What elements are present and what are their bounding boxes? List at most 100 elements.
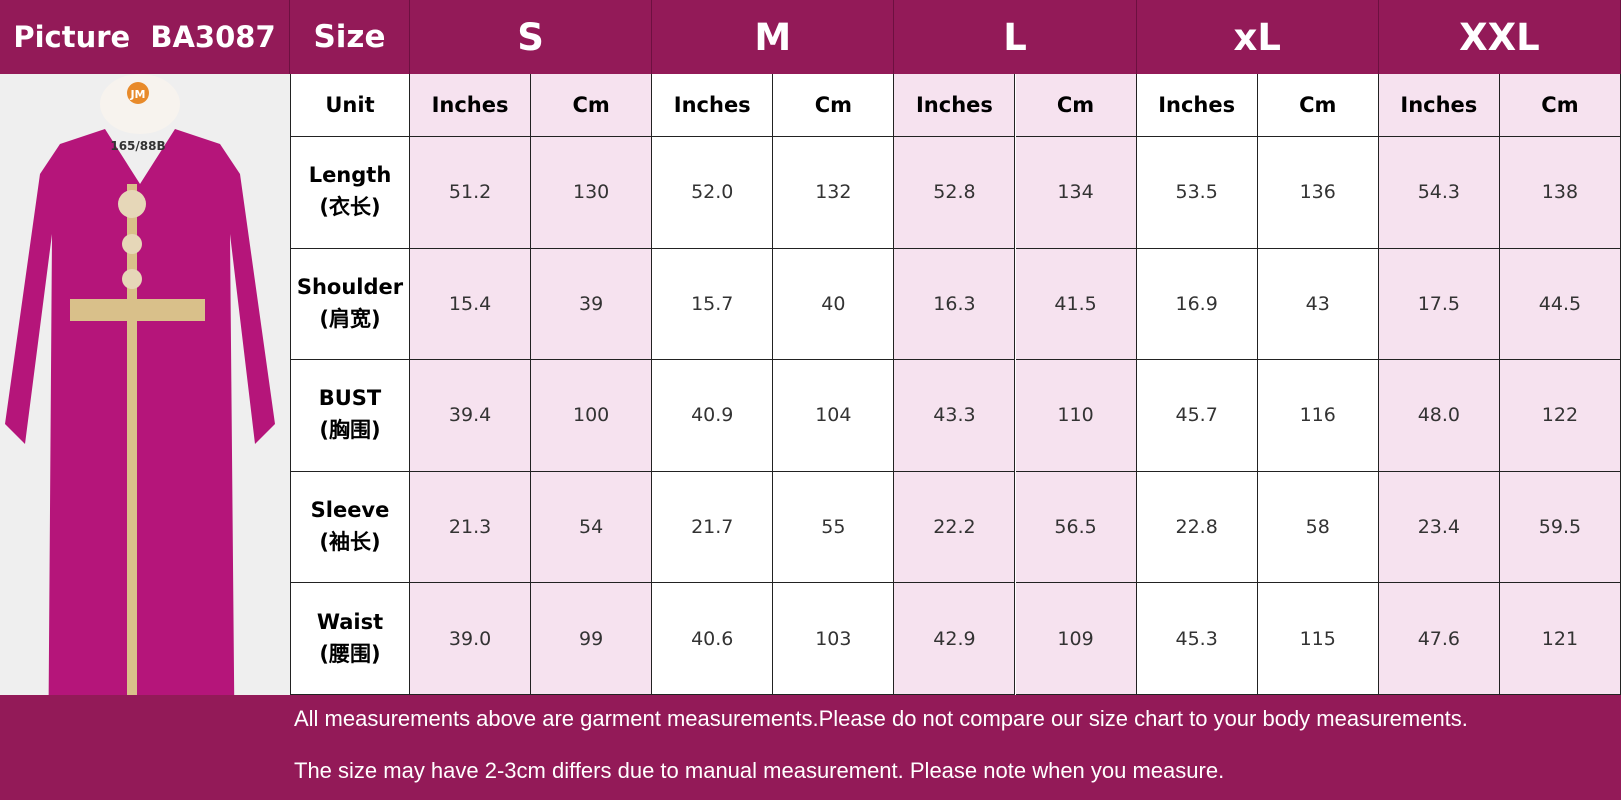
measurement: 44.5 [1538, 292, 1582, 315]
row-header: Length (衣长) [290, 137, 410, 249]
unit-name: Inches [431, 93, 509, 117]
size-label: Size [313, 19, 386, 55]
value-cell: 15.7 [652, 248, 774, 361]
measurement: 121 [1541, 627, 1579, 650]
size-column-header: xL [1136, 0, 1379, 74]
measurement: 47.6 [1417, 627, 1460, 650]
measurement: 136 [1299, 181, 1336, 204]
value-cell: 116 [1257, 360, 1379, 472]
measurement: 16.9 [1175, 292, 1218, 315]
value-cell: 132 [773, 137, 895, 249]
value-cell: 45.7 [1136, 360, 1258, 472]
value-cell: 52.0 [652, 137, 774, 249]
value-cell: 40.6 [652, 583, 774, 695]
value-cell: 40.9 [652, 360, 774, 472]
value-cell: 21.3 [410, 471, 532, 584]
value-cell: 15.4 [410, 248, 532, 361]
row-name-cn: (胸围) [319, 418, 381, 443]
value-cell: 51.2 [410, 137, 532, 249]
measurement: 39.0 [448, 627, 492, 650]
value-cell: 47.6 [1378, 583, 1500, 695]
value-cell: 44.5 [1499, 248, 1621, 361]
picture-label: Picture BA3087 [13, 20, 276, 54]
unit-cell: Inches [652, 74, 774, 137]
row-name-cn: (腰围) [319, 641, 381, 666]
row-header: BUST (胸围) [290, 360, 410, 472]
unit-cell: Inches [1136, 74, 1258, 137]
measurement: 53.5 [1175, 181, 1218, 204]
measurement: 17.5 [1417, 292, 1460, 315]
row-name: Shoulder [296, 274, 404, 299]
measurement: 41.5 [1054, 292, 1097, 315]
value-cell: 17.5 [1378, 248, 1500, 361]
measurement: 15.4 [448, 292, 492, 315]
value-cell: 136 [1257, 137, 1379, 249]
value-cell: 53.5 [1136, 137, 1258, 249]
unit-name: Cm [814, 93, 852, 117]
measurement: 48.0 [1417, 404, 1460, 427]
unit-name: Cm [572, 93, 610, 117]
value-cell: 122 [1499, 360, 1621, 472]
unit-cell: Inches [894, 74, 1016, 137]
unit-name: Inches [915, 93, 993, 117]
measurement: 40.9 [691, 404, 734, 427]
row-name: BUST [318, 386, 382, 411]
size-name: M [754, 15, 792, 59]
footer-bar [0, 695, 1621, 800]
unit-cell: Cm [1257, 74, 1379, 137]
value-cell: 45.3 [1136, 583, 1258, 695]
unit-name: Cm [1541, 93, 1579, 117]
value-cell: 138 [1499, 137, 1621, 249]
measurement: 40 [821, 292, 846, 315]
measurement: 110 [1057, 404, 1094, 427]
measurement: 45.3 [1175, 627, 1218, 650]
measurement: 21.7 [691, 516, 734, 539]
value-cell: 16.3 [894, 248, 1016, 361]
product-photo: JM 165/88B [0, 74, 290, 800]
measurement: 22.8 [1175, 516, 1218, 539]
size-name: L [1003, 15, 1027, 59]
mannequin-tag: JM [129, 88, 145, 101]
measurement: 52.0 [691, 181, 734, 204]
value-cell: 58 [1257, 471, 1379, 584]
row-name-cn: (肩宽) [319, 306, 381, 331]
value-cell: 52.8 [894, 137, 1016, 249]
measurement: 104 [815, 404, 852, 427]
value-cell: 115 [1257, 583, 1379, 695]
value-cell: 43.3 [894, 360, 1016, 472]
measurement: 100 [573, 404, 610, 427]
measurement: 39.4 [448, 404, 492, 427]
size-column-header: S [410, 0, 653, 74]
size-tag: 165/88B [110, 139, 165, 153]
measurement: 16.3 [933, 292, 976, 315]
measurement: 43.3 [933, 404, 976, 427]
row-header: Shoulder (肩宽) [290, 248, 410, 361]
value-cell: 100 [531, 360, 653, 472]
unit-cell: Cm [1499, 74, 1621, 137]
measurement: 109 [1057, 627, 1094, 650]
measurement: 59.5 [1538, 516, 1582, 539]
unit-cell: Inches [410, 74, 532, 137]
value-cell: 110 [1015, 360, 1137, 472]
measurement: 115 [1299, 627, 1336, 650]
measurement: 134 [1057, 181, 1094, 204]
value-cell: 134 [1015, 137, 1137, 249]
value-cell: 99 [531, 583, 653, 695]
measurement: 99 [579, 627, 604, 650]
measurement: 54.3 [1417, 181, 1460, 204]
value-cell: 104 [773, 360, 895, 472]
measurement: 55 [821, 516, 846, 539]
size-name: S [517, 15, 544, 59]
value-cell: 59.5 [1499, 471, 1621, 584]
size-header: Size [290, 0, 410, 74]
value-cell: 41.5 [1015, 248, 1137, 361]
measurement: 23.4 [1417, 516, 1460, 539]
measurement: 51.2 [448, 181, 492, 204]
row-name-cn: (衣长) [319, 195, 381, 220]
unit-cell: Cm [773, 74, 895, 137]
measurement: 52.8 [933, 181, 976, 204]
value-cell: 22.8 [1136, 471, 1258, 584]
measurement: 130 [573, 181, 610, 204]
measurement: 122 [1541, 404, 1579, 427]
